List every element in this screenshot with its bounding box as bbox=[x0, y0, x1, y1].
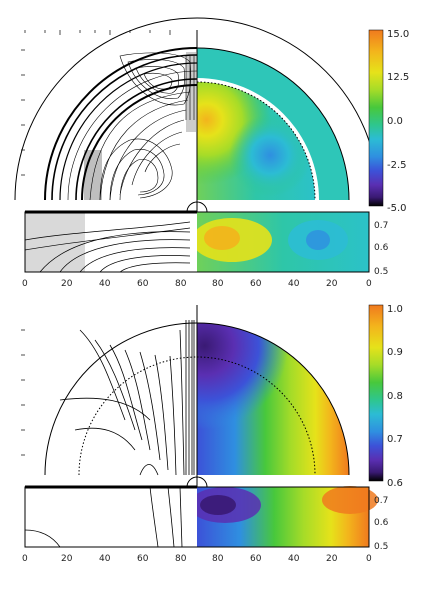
top-xr-0: 80 bbox=[212, 279, 224, 289]
top-streamlines bbox=[44, 47, 198, 201]
bottom-xr-0: 80 bbox=[212, 554, 224, 564]
top-xr-4: 0 bbox=[366, 279, 372, 289]
bottom-inner-dotted-arc bbox=[78, 356, 198, 476]
bottom-xl-0: 0 bbox=[22, 554, 28, 564]
bottom-x-labels: 0 20 40 60 80 80 60 40 20 0 bbox=[22, 554, 372, 564]
bottom-xr-3: 20 bbox=[326, 554, 338, 564]
top-cb-label-1: 12.5 bbox=[387, 72, 409, 83]
top-left-ticks bbox=[21, 49, 25, 176]
top-strip-right-labels: 0.7 0.6 0.5 bbox=[374, 221, 389, 277]
top-xl-0: 0 bbox=[22, 279, 28, 289]
top-strip bbox=[24, 210, 370, 273]
top-x-labels: 0 20 40 60 80 80 60 40 20 0 bbox=[22, 279, 372, 289]
top-xr-2: 40 bbox=[288, 279, 300, 289]
top-colorbar-labels: 15.0 12.5 0.0 -2.5 -5.0 bbox=[387, 29, 409, 214]
top-outer-arc-2 bbox=[14, 17, 380, 201]
top-xr-1: 60 bbox=[250, 279, 262, 289]
bottom-xl-3: 60 bbox=[137, 554, 149, 564]
top-strip-label-0: 0.7 bbox=[374, 221, 388, 231]
bottom-colorbar-labels: 1.0 0.9 0.8 0.7 0.6 bbox=[387, 304, 403, 489]
top-stipple bbox=[84, 52, 196, 200]
top-xr-3: 20 bbox=[326, 279, 338, 289]
top-xl-1: 20 bbox=[61, 279, 73, 289]
bottom-xl-2: 40 bbox=[99, 554, 111, 564]
top-xl-3: 60 bbox=[137, 279, 149, 289]
top-cb-label-2: 0.0 bbox=[387, 116, 403, 127]
bottom-xl-4: 80 bbox=[175, 554, 187, 564]
top-cb-label-3: -2.5 bbox=[387, 160, 407, 171]
top-xl-2: 40 bbox=[99, 279, 111, 289]
bottom-field-lines bbox=[59, 320, 195, 476]
bottom-strip-label-2: 0.5 bbox=[374, 542, 388, 552]
bottom-cb-label-4: 0.6 bbox=[387, 478, 403, 489]
bottom-left-ticks bbox=[21, 329, 25, 456]
bottom-strip-label-0: 0.7 bbox=[374, 496, 388, 506]
top-cb-label-4: -5.0 bbox=[387, 203, 407, 214]
top-strip-label-2: 0.5 bbox=[374, 267, 388, 277]
top-panel: 15.0 12.5 0.0 -2.5 -5.0 0.7 0.6 0.5 0 20… bbox=[14, 17, 409, 289]
top-xl-4: 80 bbox=[175, 279, 187, 289]
bottom-cb-label-3: 0.7 bbox=[387, 434, 403, 445]
top-colorbar bbox=[368, 29, 384, 207]
bottom-color-quarter bbox=[196, 323, 349, 476]
bottom-cb-label-1: 0.9 bbox=[387, 347, 403, 358]
bottom-xr-2: 40 bbox=[288, 554, 300, 564]
top-strip-label-1: 0.6 bbox=[374, 243, 389, 253]
bottom-xr-4: 0 bbox=[366, 554, 372, 564]
bottom-cb-label-2: 0.8 bbox=[387, 391, 403, 402]
bottom-strip-right-labels: 0.7 0.6 0.5 bbox=[374, 496, 389, 552]
top-top-ticks bbox=[24, 30, 171, 35]
top-cb-label-0: 15.0 bbox=[387, 29, 409, 40]
bottom-strip-label-1: 0.6 bbox=[374, 518, 389, 528]
bottom-colorbar bbox=[368, 304, 384, 482]
bottom-strip bbox=[24, 485, 378, 548]
bottom-xl-1: 20 bbox=[61, 554, 73, 564]
bottom-xr-1: 60 bbox=[250, 554, 262, 564]
top-color-quarter bbox=[196, 48, 349, 201]
bottom-cb-label-0: 1.0 bbox=[387, 304, 403, 315]
bottom-panel: 1.0 0.9 0.8 0.7 0.6 0.7 0.6 0.5 0 20 40 … bbox=[21, 304, 403, 564]
